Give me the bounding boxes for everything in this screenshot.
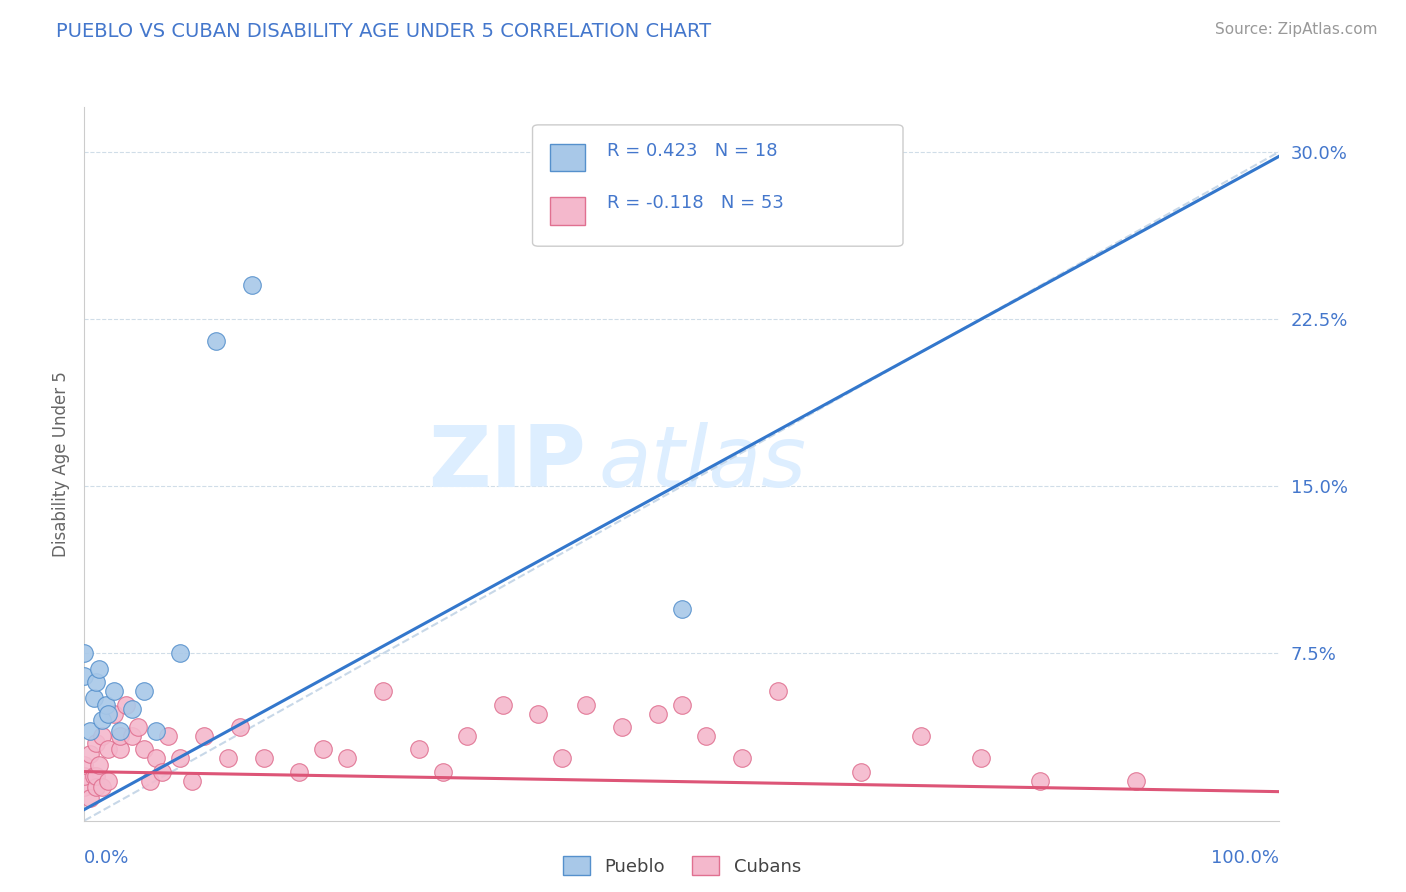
Point bbox=[766, 684, 789, 698]
Point bbox=[408, 742, 430, 756]
Point bbox=[169, 751, 191, 765]
Point bbox=[695, 729, 717, 743]
Point bbox=[115, 698, 138, 712]
Point bbox=[610, 720, 633, 734]
Point bbox=[73, 669, 96, 683]
Point bbox=[91, 780, 114, 794]
Point bbox=[121, 729, 143, 743]
Point bbox=[150, 764, 173, 779]
Text: R = -0.118   N = 53: R = -0.118 N = 53 bbox=[606, 194, 783, 212]
Point bbox=[145, 751, 167, 765]
Point bbox=[371, 684, 394, 698]
Point bbox=[91, 714, 114, 728]
Point bbox=[79, 724, 101, 739]
Point bbox=[94, 698, 117, 712]
Point bbox=[110, 742, 132, 756]
Point bbox=[1029, 773, 1052, 788]
Point bbox=[228, 720, 252, 734]
Point bbox=[79, 791, 101, 805]
Point bbox=[253, 751, 276, 765]
Point bbox=[97, 706, 120, 721]
Legend: Pueblo, Cubans: Pueblo, Cubans bbox=[555, 849, 808, 883]
Point bbox=[132, 742, 156, 756]
FancyBboxPatch shape bbox=[550, 197, 585, 225]
Point bbox=[205, 334, 228, 349]
Point bbox=[731, 751, 754, 765]
Point bbox=[83, 690, 105, 705]
Point bbox=[97, 773, 120, 788]
Point bbox=[527, 706, 550, 721]
Text: 0.0%: 0.0% bbox=[84, 849, 129, 867]
Point bbox=[180, 773, 202, 788]
Text: atlas: atlas bbox=[599, 422, 806, 506]
Point bbox=[84, 780, 107, 794]
Point bbox=[336, 751, 359, 765]
Point bbox=[132, 684, 156, 698]
Point bbox=[145, 724, 167, 739]
Point bbox=[121, 702, 143, 716]
Point bbox=[73, 646, 96, 660]
Point bbox=[551, 751, 574, 765]
Text: Source: ZipAtlas.com: Source: ZipAtlas.com bbox=[1215, 22, 1378, 37]
Point bbox=[671, 698, 693, 712]
Point bbox=[169, 646, 191, 660]
Point bbox=[127, 720, 149, 734]
Point bbox=[456, 729, 478, 743]
Point bbox=[970, 751, 993, 765]
Point bbox=[910, 729, 932, 743]
Text: R = 0.423   N = 18: R = 0.423 N = 18 bbox=[606, 143, 778, 161]
Point bbox=[84, 769, 107, 783]
Point bbox=[193, 729, 215, 743]
Point bbox=[87, 758, 110, 772]
Point bbox=[312, 742, 335, 756]
Point bbox=[91, 729, 114, 743]
Point bbox=[73, 780, 96, 794]
Point bbox=[432, 764, 454, 779]
Point bbox=[240, 278, 263, 293]
FancyBboxPatch shape bbox=[550, 144, 585, 171]
Text: 100.0%: 100.0% bbox=[1212, 849, 1279, 867]
Point bbox=[87, 662, 110, 676]
Point bbox=[671, 602, 693, 616]
Point bbox=[647, 706, 669, 721]
FancyBboxPatch shape bbox=[533, 125, 903, 246]
Point bbox=[73, 758, 96, 772]
Point bbox=[84, 675, 107, 690]
Point bbox=[84, 735, 107, 749]
Point bbox=[217, 751, 239, 765]
Point bbox=[492, 698, 515, 712]
Point bbox=[139, 773, 162, 788]
Point bbox=[103, 684, 125, 698]
Text: ZIP: ZIP bbox=[429, 422, 586, 506]
Point bbox=[110, 724, 132, 739]
Point bbox=[110, 729, 132, 743]
Text: PUEBLO VS CUBAN DISABILITY AGE UNDER 5 CORRELATION CHART: PUEBLO VS CUBAN DISABILITY AGE UNDER 5 C… bbox=[56, 22, 711, 41]
Point bbox=[79, 747, 101, 761]
Point bbox=[103, 706, 125, 721]
Point bbox=[73, 769, 96, 783]
Point bbox=[1125, 773, 1147, 788]
Point bbox=[97, 742, 120, 756]
Point bbox=[288, 764, 311, 779]
Point bbox=[157, 729, 180, 743]
Point bbox=[849, 764, 872, 779]
Point bbox=[83, 769, 105, 783]
Point bbox=[575, 698, 598, 712]
Y-axis label: Disability Age Under 5: Disability Age Under 5 bbox=[52, 371, 70, 557]
